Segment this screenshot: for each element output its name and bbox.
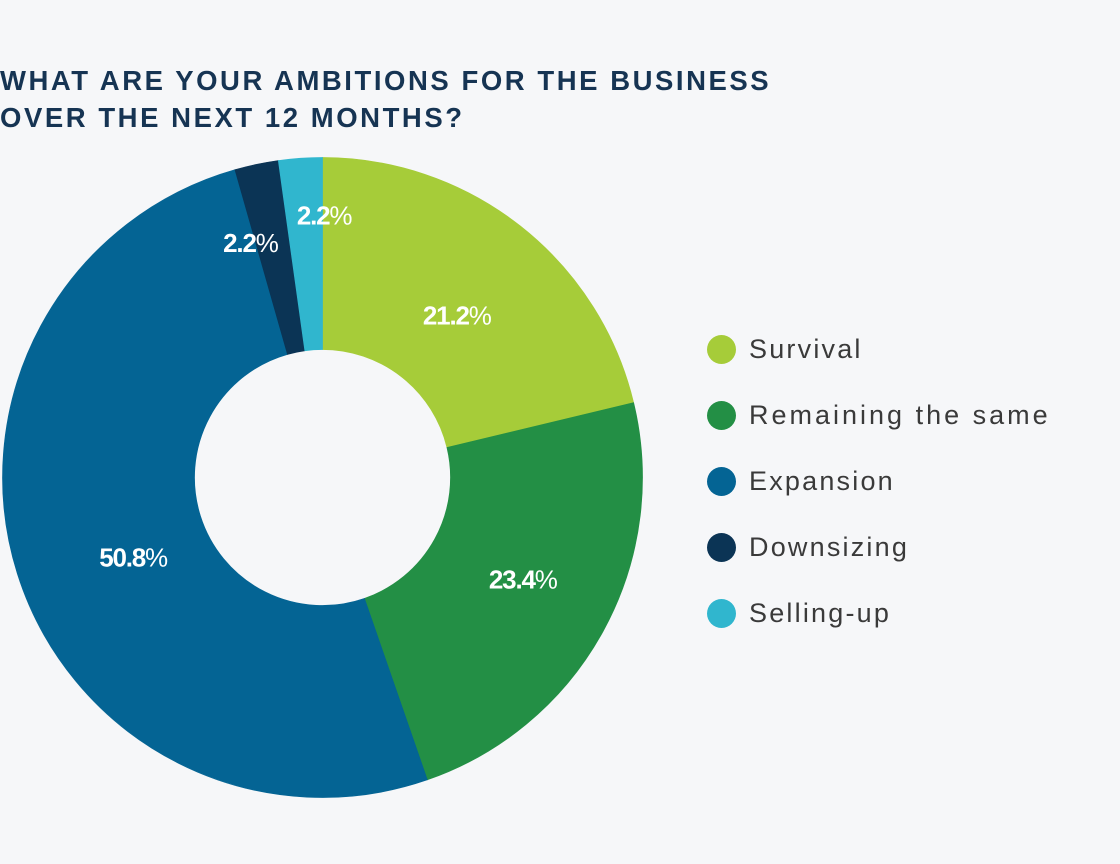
svg-text:2.2%: 2.2%: [297, 201, 353, 231]
svg-text:50.8%: 50.8%: [99, 543, 168, 573]
svg-text:2.2%: 2.2%: [223, 228, 279, 258]
svg-text:21.2%: 21.2%: [423, 301, 492, 331]
svg-text:23.4%: 23.4%: [489, 565, 558, 595]
